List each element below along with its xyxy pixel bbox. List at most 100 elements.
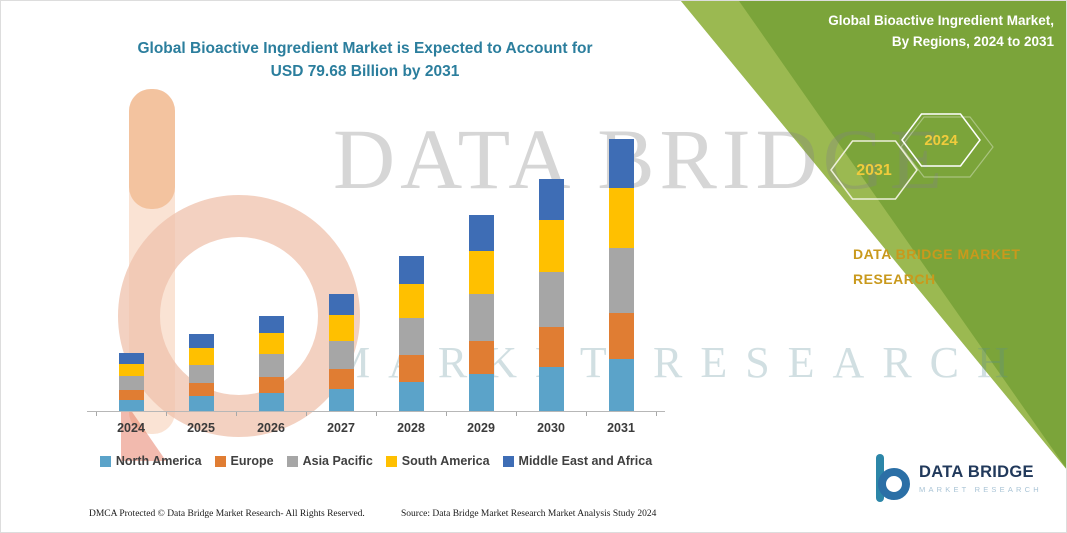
company-logo: DATA BRIDGE MARKET RESEARCH bbox=[871, 453, 1042, 503]
axis-tick bbox=[586, 412, 587, 416]
legend: North America Europe Asia Pacific South Ame… bbox=[81, 454, 671, 468]
hexagon-2031 bbox=[830, 140, 918, 200]
chart-title-line2: USD 79.68 Billion by 2031 bbox=[270, 63, 460, 80]
panel-brand-line2: RESEARCH bbox=[853, 271, 936, 287]
bars bbox=[96, 121, 656, 411]
green-panel-shape bbox=[681, 1, 1066, 469]
bar-segment-north-america bbox=[608, 359, 634, 411]
legend-swatch-north-america bbox=[99, 455, 111, 467]
bar-segment-south-america bbox=[538, 220, 564, 272]
bar-segment-north-america bbox=[328, 388, 354, 411]
bar-segment-middle-east-and-africa bbox=[468, 215, 494, 251]
bar-segment-south-america bbox=[328, 315, 354, 342]
legend-item-north-america: North America bbox=[99, 454, 202, 468]
bar-segment-asia-pacific bbox=[118, 376, 144, 391]
legend-item-middle-east-and-africa: Middle East and Africa bbox=[502, 454, 652, 468]
axis-tick bbox=[96, 412, 97, 416]
stacked-bar-2030 bbox=[538, 178, 564, 411]
x-label-2030: 2030 bbox=[537, 421, 565, 435]
logo-brand-name: DATA BRIDGE bbox=[919, 462, 1034, 481]
legend-swatch-asia-pacific bbox=[286, 455, 298, 467]
x-label-2031: 2031 bbox=[607, 421, 635, 435]
watermark-b-stem-top bbox=[129, 89, 175, 209]
axis-tick bbox=[446, 412, 447, 416]
legend-item-south-america: South America bbox=[385, 454, 490, 468]
bar-segment-asia-pacific bbox=[188, 364, 214, 384]
source-note: Source: Data Bridge Market Research Mark… bbox=[401, 509, 657, 519]
bar-column-2028 bbox=[376, 256, 446, 411]
bar-segment-south-america bbox=[118, 363, 144, 377]
hexagon-2024-label: 2024 bbox=[924, 132, 958, 149]
bar-segment-south-america bbox=[608, 187, 634, 248]
stacked-bar-2024 bbox=[118, 352, 144, 411]
x-labels: 2024 2025 2026 2027 2028 2029 2030 2031 bbox=[96, 421, 656, 435]
hexagon-faint-outline bbox=[900, 116, 994, 178]
bar-segment-middle-east-and-africa bbox=[258, 316, 284, 334]
bar-segment-middle-east-and-africa bbox=[328, 294, 354, 316]
bar-segment-south-america bbox=[468, 250, 494, 294]
bar-segment-europe bbox=[398, 355, 424, 382]
axis-tick bbox=[376, 412, 377, 416]
green-edge-stripe bbox=[681, 1, 1066, 469]
bar-segment-middle-east-and-africa bbox=[608, 138, 634, 188]
bar-segment-middle-east-and-africa bbox=[398, 256, 424, 284]
panel-brand-text: DATA BRIDGE MARKET RESEARCH bbox=[853, 242, 1020, 292]
bar-segment-north-america bbox=[398, 381, 424, 411]
stacked-bar-2026 bbox=[258, 316, 284, 411]
logo-text: DATA BRIDGE MARKET RESEARCH bbox=[919, 463, 1042, 494]
bar-segment-north-america bbox=[468, 373, 494, 411]
stacked-bar-2031 bbox=[608, 138, 634, 411]
stacked-bar-2027 bbox=[328, 294, 354, 411]
bar-segment-asia-pacific bbox=[468, 293, 494, 341]
bar-column-2031 bbox=[586, 138, 656, 411]
legend-label-asia-pacific: Asia Pacific bbox=[302, 454, 373, 468]
x-label-2028: 2028 bbox=[397, 421, 425, 435]
bar-column-2030 bbox=[516, 178, 586, 411]
bar-segment-asia-pacific bbox=[538, 271, 564, 328]
panel-brand-line1: DATA BRIDGE MARKET bbox=[853, 246, 1021, 262]
x-label-2026: 2026 bbox=[257, 421, 285, 435]
bar-segment-asia-pacific bbox=[258, 354, 284, 377]
bar-segment-europe bbox=[258, 376, 284, 393]
logo-sub-name: MARKET RESEARCH bbox=[919, 484, 1042, 494]
x-label-2024: 2024 bbox=[117, 421, 145, 435]
dmca-notice: DMCA Protected © Data Bridge Market Rese… bbox=[89, 509, 365, 519]
bar-segment-asia-pacific bbox=[398, 318, 424, 356]
bar-column-2025 bbox=[166, 334, 236, 411]
stacked-bar-2025 bbox=[188, 334, 214, 411]
bar-segment-europe bbox=[118, 390, 144, 401]
panel-title: Global Bioactive Ingredient Market, By R… bbox=[828, 10, 1054, 52]
bar-segment-north-america bbox=[258, 392, 284, 411]
bar-column-2027 bbox=[306, 294, 376, 411]
legend-label-north-america: North America bbox=[115, 454, 202, 468]
panel-title-line2: By Regions, 2024 to 2031 bbox=[891, 34, 1054, 49]
bar-segment-europe bbox=[188, 383, 214, 397]
bar-segment-europe bbox=[328, 369, 354, 389]
legend-item-europe: Europe bbox=[214, 454, 274, 468]
legend-swatch-middle-east-and-africa bbox=[502, 455, 514, 467]
stacked-bar-2029 bbox=[468, 215, 494, 411]
bar-column-2029 bbox=[446, 215, 516, 411]
hexagon-2031-label: 2031 bbox=[856, 162, 892, 179]
bar-segment-europe bbox=[468, 340, 494, 374]
axis-tick bbox=[236, 412, 237, 416]
chart-title-line1: Global Bioactive Ingredient Market is Ex… bbox=[137, 40, 593, 57]
legend-label-south-america: South America bbox=[401, 454, 490, 468]
stacked-bar-2028 bbox=[398, 256, 424, 411]
bar-segment-asia-pacific bbox=[328, 341, 354, 370]
x-label-2025: 2025 bbox=[187, 421, 215, 435]
bar-segment-asia-pacific bbox=[608, 247, 634, 314]
chart-title: Global Bioactive Ingredient Market is Ex… bbox=[85, 37, 645, 83]
x-label-2027: 2027 bbox=[327, 421, 355, 435]
bar-column-2024 bbox=[96, 352, 166, 411]
axis-tick bbox=[516, 412, 517, 416]
bar-segment-south-america bbox=[258, 333, 284, 355]
hexagon-2024 bbox=[901, 113, 981, 167]
bar-column-2026 bbox=[236, 316, 306, 411]
bar-segment-middle-east-and-africa bbox=[538, 178, 564, 221]
bar-segment-europe bbox=[538, 327, 564, 367]
bar-segment-middle-east-and-africa bbox=[188, 334, 214, 348]
bar-segment-north-america bbox=[118, 400, 144, 411]
axis-tick bbox=[166, 412, 167, 416]
